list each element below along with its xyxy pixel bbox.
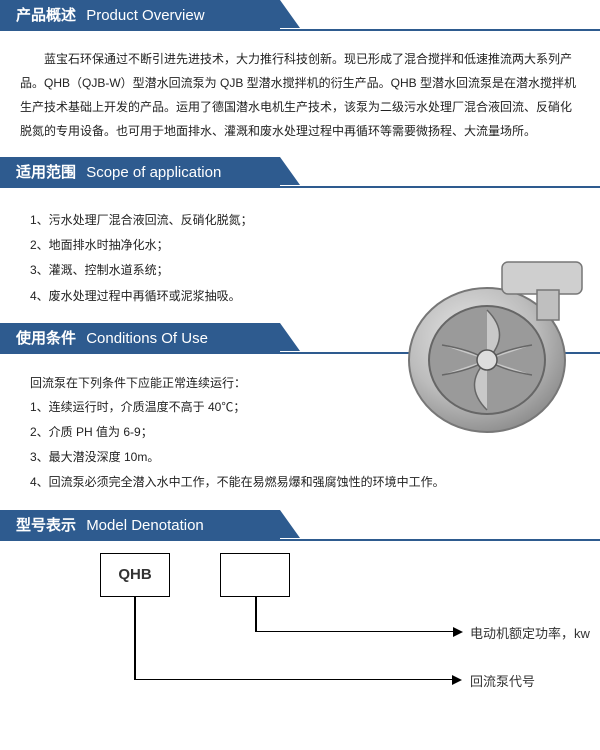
scope-title-en: Scope of application — [86, 164, 221, 181]
divider — [0, 186, 600, 188]
diagram-label-power: 电动机额定功率，kw — [470, 623, 590, 642]
model-title-cn: 型号表示 — [16, 517, 76, 534]
overview-title-en: Product Overview — [86, 7, 204, 24]
arrow-right-icon — [452, 675, 462, 685]
diagram-line — [255, 631, 455, 633]
section-header-conditions: 使用条件 Conditions Of Use — [0, 323, 280, 352]
diagram-line — [255, 597, 257, 631]
diagram-label-code: 回流泵代号 — [470, 671, 535, 690]
diagram-line — [134, 597, 136, 679]
divider — [0, 539, 600, 541]
section-header-model: 型号表示 Model Denotation — [0, 510, 280, 539]
divider — [0, 29, 600, 31]
list-item: 4、回流泵必须完全潜入水中工作，不能在易燃易爆和强腐蚀性的环境中工作。 — [30, 470, 580, 495]
list-item: 1、污水处理厂混合液回流、反硝化脱氮； — [30, 208, 580, 233]
conditions-title-cn: 使用条件 — [16, 330, 76, 347]
product-pump-image — [382, 250, 592, 440]
section-header-overview: 产品概述 Product Overview — [0, 0, 280, 29]
diagram-box-qhb: QHB — [100, 553, 170, 597]
model-title-en: Model Denotation — [86, 517, 204, 534]
diagram-box-blank — [220, 553, 290, 597]
overview-paragraph: 蓝宝石环保通过不断引进先进技术，大力推行科技创新。现已形成了混合搅拌和低速推流两… — [0, 41, 600, 157]
diagram-line — [134, 679, 454, 681]
list-item: 3、最大潜没深度 10m。 — [30, 445, 580, 470]
overview-title-cn: 产品概述 — [16, 7, 76, 24]
model-diagram: QHB 电动机额定功率，kw 回流泵代号 — [60, 553, 600, 693]
section-header-scope: 适用范围 Scope of application — [0, 157, 280, 186]
conditions-title-en: Conditions Of Use — [86, 330, 208, 347]
arrow-right-icon — [453, 627, 463, 637]
scope-title-cn: 适用范围 — [16, 164, 76, 181]
